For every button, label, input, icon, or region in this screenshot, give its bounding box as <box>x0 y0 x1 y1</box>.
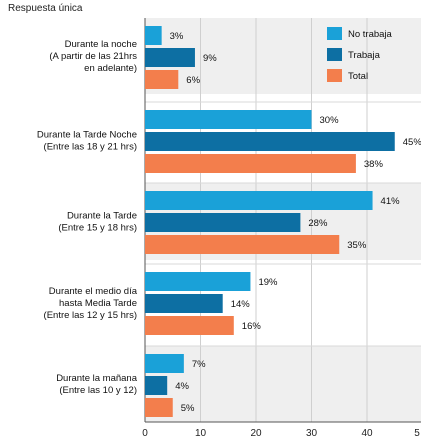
legend-swatch <box>327 27 342 40</box>
data-label: 7% <box>192 359 206 370</box>
x-tick-label: 20 <box>250 428 262 439</box>
data-label: 35% <box>347 240 367 251</box>
legend-label: No trabaja <box>348 29 393 40</box>
bar-no-trabaja <box>145 354 184 373</box>
bar-total <box>145 316 234 335</box>
legend-label: Total <box>348 71 368 82</box>
data-label: 38% <box>364 159 384 170</box>
data-label: 9% <box>203 53 217 64</box>
x-tick-label: 40 <box>361 428 373 439</box>
x-tick-label: 30 <box>306 428 318 439</box>
bar-trabaja <box>145 132 395 151</box>
data-label: 4% <box>175 381 189 392</box>
data-label: 6% <box>186 75 200 86</box>
bar-total <box>145 154 356 173</box>
category-label-line: (Entre las 18 y 21 hrs) <box>44 142 137 153</box>
category-label-line: Durante la mañana <box>56 373 138 384</box>
category-label-line: (A partir de las 21hrs <box>49 51 137 62</box>
data-label: 5% <box>181 403 195 414</box>
bar-no-trabaja <box>145 272 251 291</box>
category-label: Durante la mañana (Entre las 10 y 12) <box>56 373 138 396</box>
data-label: 14% <box>231 299 251 310</box>
bar-total <box>145 70 179 89</box>
category-label-line: (Entre 15 y 18 hrs) <box>58 223 137 234</box>
data-label: 16% <box>242 321 262 332</box>
legend-swatch <box>327 69 342 82</box>
category-label: Durante la Tarde Noche (Entre las 18 y 21… <box>37 130 137 153</box>
x-tick-label: 10 <box>195 428 207 439</box>
legend-label: Trabaja <box>348 50 381 61</box>
category-label: Durante la Tarde (Entre 15 y 18 hrs) <box>58 211 137 234</box>
category-label-line: Durante la noche <box>65 39 137 50</box>
bar-no-trabaja <box>145 26 162 45</box>
category-label-line: en adelante) <box>84 63 137 74</box>
bar-total <box>145 398 173 417</box>
bar-trabaja <box>145 294 223 313</box>
data-label: 3% <box>170 31 184 42</box>
category-label: Durante el medio día hasta Media Tarde (En… <box>44 286 138 321</box>
data-label: 30% <box>320 115 340 126</box>
x-tick-label: 5 <box>414 428 420 439</box>
bar-no-trabaja <box>145 191 373 210</box>
bar-no-trabaja <box>145 110 312 129</box>
data-label: 19% <box>258 277 278 288</box>
category-label-line: hasta Media Tarde <box>59 298 137 309</box>
category-label-line: (Entre las 12 y 15 hrs) <box>44 310 137 321</box>
x-tick-label: 0 <box>142 428 148 439</box>
data-label: 41% <box>381 196 401 207</box>
bar-trabaja <box>145 48 195 67</box>
chart-subtitle: Respuesta única <box>8 3 83 14</box>
data-label: 45% <box>403 137 421 148</box>
category-label-line: Durante la Tarde Noche <box>37 130 137 141</box>
category-label-line: (Entre las 10 y 12) <box>59 385 137 396</box>
category-label-line: Durante la Tarde <box>67 211 137 222</box>
category-label-line: Durante el medio día <box>49 286 138 297</box>
data-label: 28% <box>308 218 328 229</box>
bar-total <box>145 235 340 254</box>
category-label: Durante la noche (A partir de las 21hrs en… <box>49 39 137 74</box>
bar-trabaja <box>145 376 168 395</box>
category-band <box>145 346 421 422</box>
bar-trabaja <box>145 213 301 232</box>
legend-swatch <box>327 48 342 61</box>
